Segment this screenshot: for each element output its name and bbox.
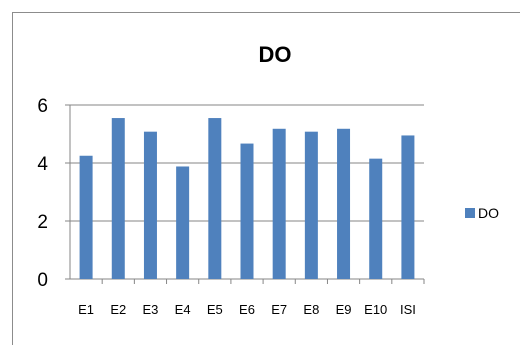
x-tick-label-isi: ISI (400, 302, 416, 317)
bar-e6 (240, 143, 254, 279)
y-tick-label: 0 (37, 270, 48, 291)
x-tick-label-e4: E4 (175, 302, 191, 317)
chart-frame (12, 12, 520, 345)
bars (79, 118, 415, 279)
x-tick-label-e10: E10 (364, 302, 387, 317)
x-tick-label-e1: E1 (78, 302, 94, 317)
legend-swatch-do (465, 208, 475, 218)
x-tick-label-e2: E2 (110, 302, 126, 317)
chart-title: DO (259, 42, 292, 67)
bar-e3 (143, 131, 157, 279)
bar-e8 (304, 131, 318, 279)
x-tick-label-e7: E7 (271, 302, 287, 317)
x-tick-label-e6: E6 (239, 302, 255, 317)
legend: DO (465, 205, 499, 221)
x-tick-label-e5: E5 (207, 302, 223, 317)
x-tick-label-e3: E3 (143, 302, 159, 317)
y-tick-label: 2 (37, 212, 48, 233)
x-axis-ticks: E1 E2 E3 E4 E5 E6 E7 E8 E9 E10 ISI (78, 302, 416, 317)
bar-e7 (272, 128, 286, 279)
x-tick-label-e8: E8 (303, 302, 319, 317)
bar-isi (401, 135, 415, 279)
y-tick-label: 4 (37, 154, 48, 175)
bar-e4 (176, 166, 190, 279)
bar-e1 (79, 155, 93, 279)
x-tick-label-e9: E9 (336, 302, 352, 317)
bar-e9 (337, 128, 351, 279)
bar-e10 (369, 158, 383, 279)
y-tick-label: 6 (37, 96, 48, 117)
bar-e5 (208, 118, 222, 279)
bar-e2 (111, 118, 125, 279)
y-axis-ticks: 0 2 4 6 (37, 96, 48, 291)
legend-label-do: DO (478, 205, 499, 221)
